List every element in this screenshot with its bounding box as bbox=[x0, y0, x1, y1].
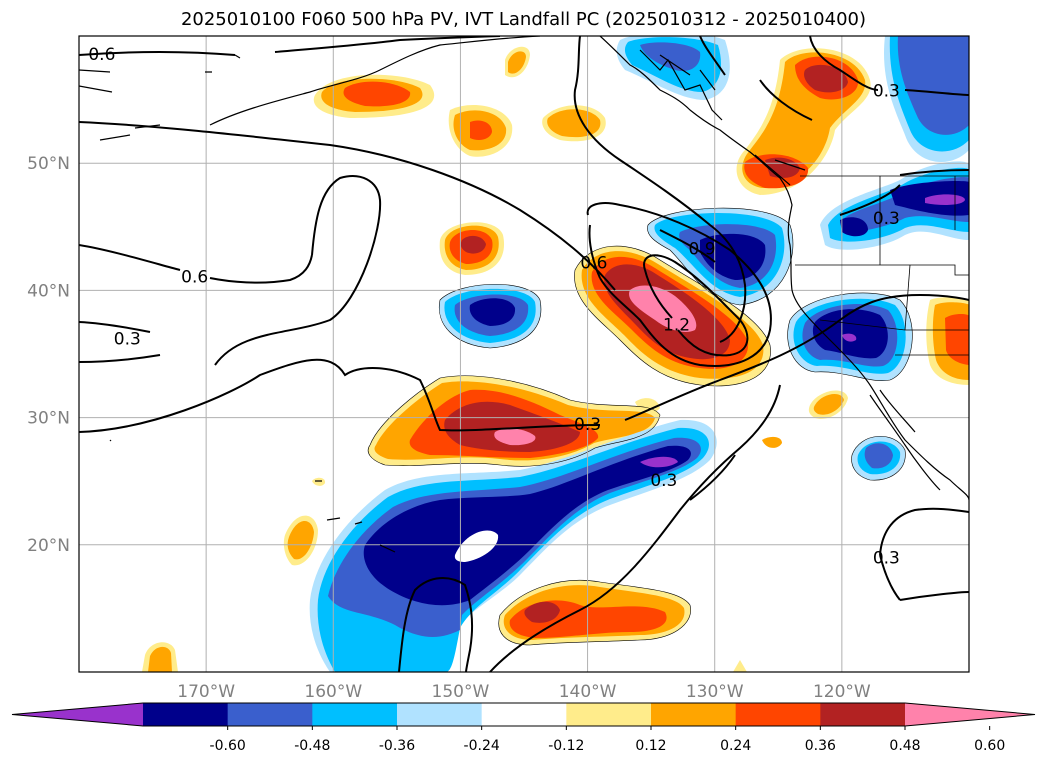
colorbar-bin bbox=[481, 703, 567, 726]
colorbar-extend-low bbox=[12, 703, 143, 726]
colorbar-extend-high bbox=[905, 703, 1035, 726]
longitude-label: 150°W bbox=[432, 682, 490, 702]
contour-label: 0.3 bbox=[873, 549, 900, 569]
contour-label: 0.6 bbox=[181, 267, 208, 287]
longitude-labels: 170°W 160°W 150°W 140°W 130°W 120°W bbox=[177, 682, 871, 702]
colorbar-bin bbox=[820, 703, 906, 726]
map-frame bbox=[78, 35, 970, 673]
longitude-label: 120°W bbox=[813, 682, 871, 702]
colorbar-bin bbox=[227, 703, 313, 726]
contour-labels: 0.6 0.6 0.3 0.6 0.9 1.2 0.3 0.3 0.3 0.3 0.3 bbox=[88, 45, 900, 569]
contour-label: 0.3 bbox=[574, 415, 601, 435]
latitude-label: 50°N bbox=[27, 154, 70, 174]
latitude-label: 30°N bbox=[27, 409, 70, 429]
colorbar-bin bbox=[397, 703, 483, 726]
contour-label: 0.3 bbox=[873, 209, 900, 229]
colorbar-bin bbox=[651, 703, 737, 726]
contour-label: 0.9 bbox=[688, 239, 715, 259]
colorbar-tick-label: 0.60 bbox=[974, 738, 1005, 754]
contour-label: 0.6 bbox=[88, 45, 115, 65]
pv-anomaly-shading bbox=[142, 36, 969, 672]
longitude-label: 170°W bbox=[177, 682, 235, 702]
colorbar-bin bbox=[143, 703, 229, 726]
colorbar-tick-label: 0.24 bbox=[720, 738, 751, 754]
colorbar-tick-label: -0.12 bbox=[548, 738, 584, 754]
coastlines bbox=[79, 36, 969, 553]
longitude-label: 140°W bbox=[559, 682, 617, 702]
contour-label: 0.3 bbox=[873, 82, 900, 102]
colorbar-tick-label: -0.60 bbox=[210, 738, 246, 754]
graticule bbox=[79, 36, 969, 672]
latitude-label: 40°N bbox=[27, 281, 70, 301]
colorbar-outline bbox=[11, 702, 1036, 727]
colorbar-bin bbox=[566, 703, 652, 726]
pv-contour-lines bbox=[79, 36, 969, 672]
plot-title: 2025010100 F060 500 hPa PV, IVT Landfall… bbox=[180, 9, 867, 30]
latitude-labels: 20°N 30°N 40°N 50°N bbox=[27, 154, 70, 556]
latitude-label: 20°N bbox=[27, 536, 70, 556]
colorbar-tick-label: -0.36 bbox=[379, 738, 415, 754]
colorbar: -0.60 -0.48 -0.36 -0.24 -0.12 0.12 0.24 0.36 0.4… bbox=[11, 702, 1036, 754]
contour-label: 0.6 bbox=[580, 253, 607, 273]
longitude-label: 130°W bbox=[686, 682, 744, 702]
longitude-label: 160°W bbox=[304, 682, 362, 702]
colorbar-tick-label: 0.48 bbox=[889, 738, 920, 754]
colorbar-tick-label: -0.24 bbox=[464, 738, 500, 754]
contour-label: 1.2 bbox=[663, 316, 690, 336]
colorbar-bin bbox=[735, 703, 821, 726]
contour-label: 0.3 bbox=[650, 471, 677, 491]
colorbar-tick-label: -0.48 bbox=[294, 738, 330, 754]
colorbar-tick-label: 0.12 bbox=[635, 738, 666, 754]
borders bbox=[795, 175, 969, 356]
contour-label: 0.3 bbox=[114, 330, 141, 350]
colorbar-tick-label: 0.36 bbox=[805, 738, 836, 754]
colorbar-bin bbox=[312, 703, 398, 726]
